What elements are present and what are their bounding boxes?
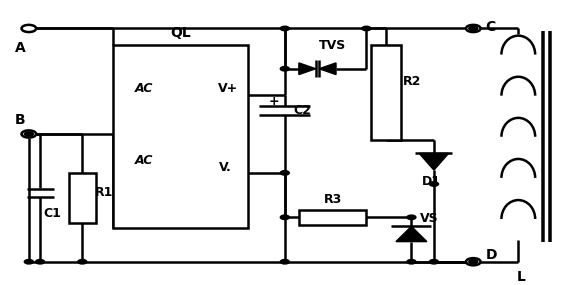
Text: C1: C1 (43, 207, 61, 220)
Circle shape (466, 25, 481, 32)
Circle shape (469, 260, 478, 264)
Circle shape (362, 26, 371, 31)
Polygon shape (299, 63, 316, 75)
Text: QL: QL (170, 26, 191, 40)
Text: D: D (486, 248, 497, 262)
Text: A: A (15, 41, 26, 55)
Polygon shape (396, 226, 427, 242)
Text: R3: R3 (324, 193, 342, 206)
Text: C: C (486, 20, 496, 34)
Polygon shape (419, 153, 448, 170)
Bar (69, 173, 96, 223)
Circle shape (24, 260, 33, 264)
Polygon shape (319, 63, 336, 75)
Text: D1: D1 (422, 175, 440, 188)
Bar (299, 210, 367, 225)
Circle shape (280, 215, 289, 219)
Text: R2: R2 (403, 75, 421, 88)
Text: V.: V. (219, 161, 232, 174)
Bar (372, 45, 400, 140)
Text: C2: C2 (293, 104, 311, 117)
Circle shape (280, 66, 289, 71)
Text: TVS: TVS (319, 39, 346, 52)
Circle shape (21, 25, 36, 32)
Text: +: + (268, 95, 279, 108)
Circle shape (36, 260, 45, 264)
Circle shape (78, 260, 87, 264)
Text: AC: AC (135, 82, 153, 95)
Text: V+: V+ (218, 82, 239, 95)
Bar (113, 45, 248, 228)
Circle shape (429, 182, 438, 186)
Circle shape (407, 215, 416, 219)
Circle shape (407, 260, 416, 264)
Text: R1: R1 (95, 186, 113, 199)
Circle shape (469, 26, 478, 31)
Text: L: L (517, 270, 526, 284)
Circle shape (280, 26, 289, 31)
Circle shape (429, 260, 438, 264)
Circle shape (466, 258, 481, 265)
Circle shape (280, 171, 289, 175)
Circle shape (280, 260, 289, 264)
Text: B: B (15, 113, 26, 127)
Circle shape (21, 130, 36, 138)
Text: AC: AC (135, 154, 153, 167)
Text: VS: VS (420, 212, 438, 225)
Circle shape (24, 132, 33, 136)
